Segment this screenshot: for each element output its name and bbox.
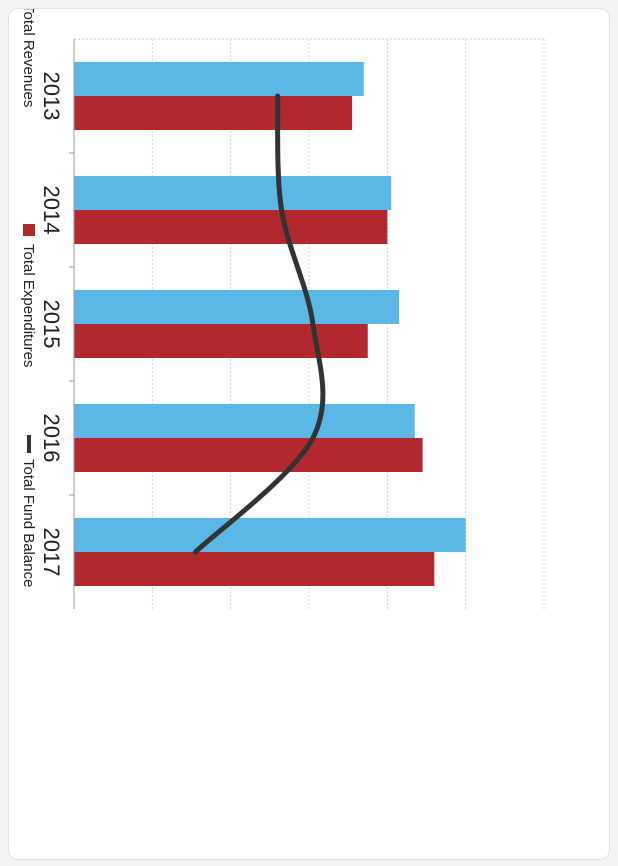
category-label-2014: 2014 — [39, 186, 64, 235]
bar-total-expenditures-2017 — [73, 552, 435, 586]
legend-label-total-revenues: Total Revenues — [20, 9, 37, 107]
fund-balance-line — [192, 93, 326, 555]
bar-total-revenues-2015 — [73, 290, 400, 324]
legend: Total Revenues Total Expenditures Total Fu… — [20, 9, 37, 587]
bars — [73, 62, 466, 586]
bar-total-revenues-2013 — [73, 62, 364, 96]
category-label-2015: 2015 — [39, 300, 64, 349]
chart-page: -1,000,0002,000,0003,000,0004,000,0005,0… — [8, 8, 610, 860]
category-label-2013: 2013 — [39, 72, 64, 121]
bar-total-expenditures-2016 — [73, 438, 423, 472]
category-label-2016: 2016 — [39, 414, 64, 463]
category-label-2017: 2017 — [39, 528, 64, 577]
legend-label-total-expenditures: Total Expenditures — [20, 244, 37, 367]
axes: -1,000,0002,000,0003,000,0004,000,0005,0… — [39, 38, 544, 609]
bar-total-expenditures-2013 — [74, 96, 353, 130]
legend-label-total-fund-balance: Total Fund Balance — [20, 459, 37, 587]
legend-swatch-total-expenditures — [23, 224, 35, 236]
bar-total-revenues-2014 — [74, 176, 392, 210]
line-total-fund-balance — [192, 93, 326, 555]
bar-total-revenues-2017 — [74, 518, 466, 552]
bar-total-expenditures-2014 — [73, 210, 388, 244]
bar-total-revenues-2016 — [74, 404, 415, 438]
bar-total-expenditures-2015 — [74, 324, 368, 358]
chart: -1,000,0002,000,0003,000,0004,000,0005,0… — [20, 9, 545, 609]
